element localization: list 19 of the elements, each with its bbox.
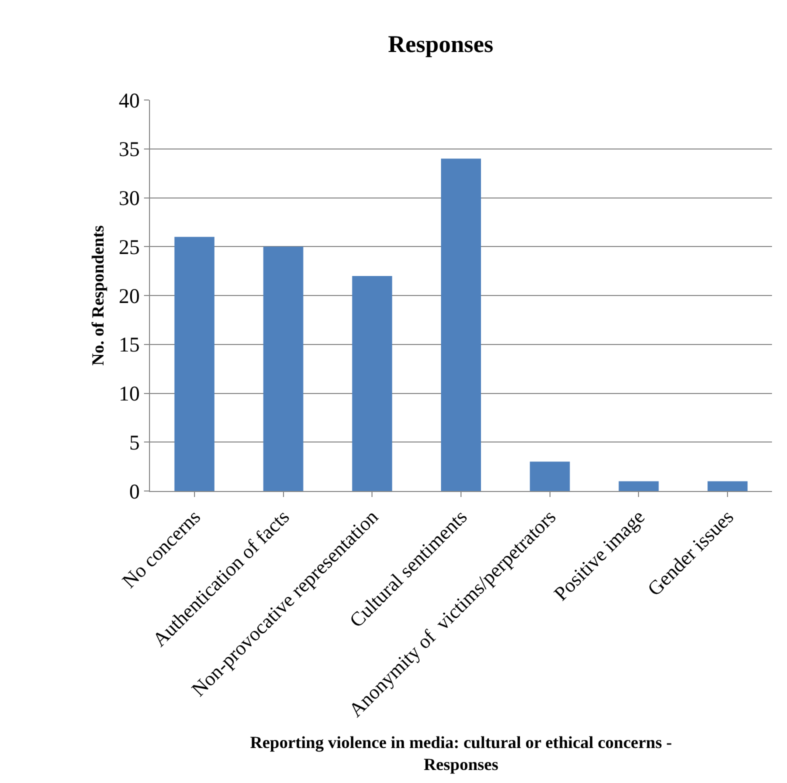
bar [618, 481, 659, 491]
y-axis-title: No. of Respondents [88, 224, 108, 366]
bar [263, 246, 304, 491]
bar [441, 158, 481, 491]
bar [530, 462, 570, 491]
y-tick-label: 5 [129, 430, 140, 454]
bar [352, 276, 392, 491]
y-tick-label: 40 [118, 88, 140, 112]
y-tick-label: 10 [118, 382, 140, 406]
bar [708, 481, 748, 491]
chart-title: Responses [388, 32, 494, 58]
y-tick-label: 20 [118, 284, 140, 308]
y-tick-label: 0 [129, 479, 140, 504]
bar [174, 236, 214, 491]
y-tick-label: 15 [118, 332, 140, 357]
y-tick-label: 25 [118, 234, 140, 259]
y-tick-label: 30 [118, 186, 140, 210]
y-tick-label: 35 [118, 137, 140, 162]
x-axis-title: Reporting violence in media: cultural or ethical concerns - Responses [250, 732, 672, 774]
